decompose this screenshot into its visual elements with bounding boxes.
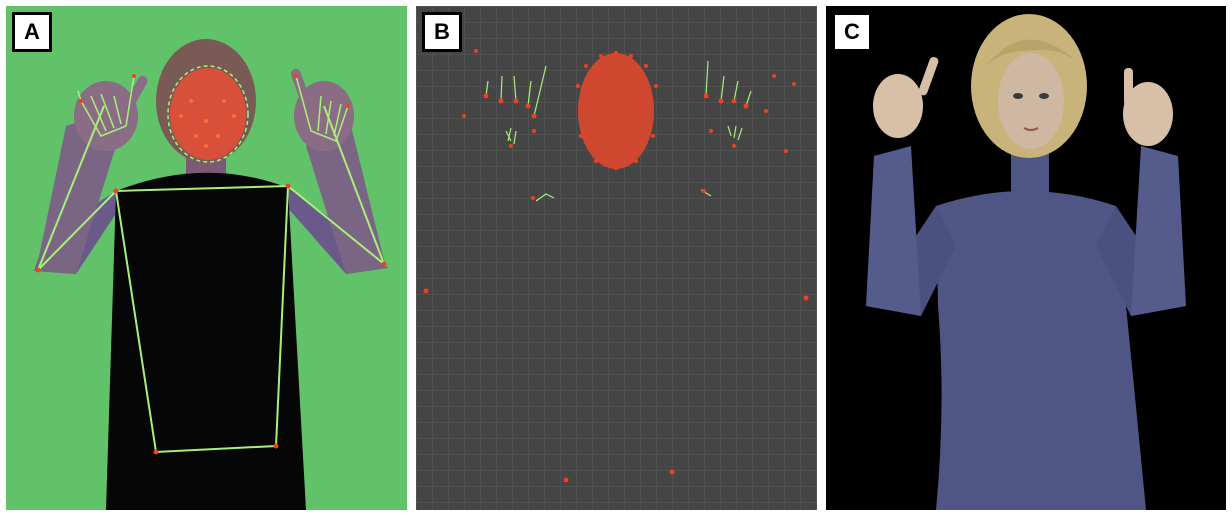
panel-a-label: A (12, 12, 52, 52)
avatar-torso (936, 191, 1146, 510)
tracking-overlay-image (34, 39, 388, 510)
left-hand (74, 81, 138, 151)
avatar-left-hand (873, 74, 923, 138)
right-forearm (306, 116, 386, 274)
landmark-points (35, 74, 387, 455)
panel-c-avatar-render: C (826, 6, 1226, 510)
landmark-viewport (416, 6, 817, 510)
panel-b-3d-viewport: B (416, 6, 817, 510)
black-shirt (106, 172, 306, 510)
avatar-right-forearm (1131, 146, 1186, 316)
face-mesh (170, 68, 246, 160)
panel-a-tracking-photo: A (6, 6, 407, 510)
face-outline (167, 65, 249, 163)
face-landmarks (179, 99, 236, 148)
avatar-image (866, 14, 1186, 510)
panel-c-label: C (832, 12, 872, 52)
panel-b-label: B (422, 12, 462, 52)
body-points (423, 49, 809, 483)
right-hand-skeleton (295, 75, 349, 142)
avatar-right-hand (1123, 82, 1173, 146)
left-forearm (36, 116, 116, 274)
left-hand-skeleton (77, 75, 135, 137)
face-point-cloud (576, 51, 658, 170)
avatar-left-forearm (866, 146, 921, 316)
avatar-face (998, 53, 1064, 149)
